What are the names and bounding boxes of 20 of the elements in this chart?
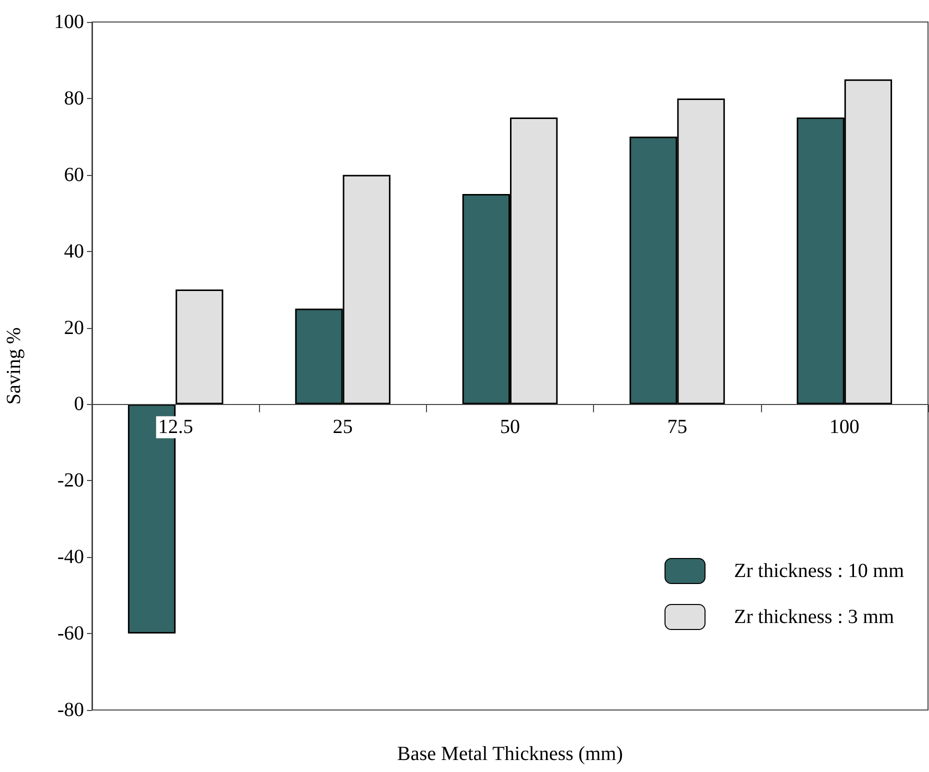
- y-tick-label: -20: [57, 470, 84, 492]
- y-tick-label: 100: [54, 11, 84, 33]
- y-tick-label: 40: [64, 240, 84, 262]
- x-tick-label: 12.5: [158, 416, 194, 438]
- x-tick-label: 25: [332, 416, 353, 438]
- x-axis-title: Base Metal Thickness (mm): [397, 743, 623, 766]
- legend-label: Zr thickness : 3 mm: [734, 606, 894, 628]
- y-tick-label: 60: [64, 164, 84, 186]
- y-tick-label: -40: [57, 546, 84, 568]
- bar: [176, 290, 224, 404]
- x-tick-label: 100: [829, 416, 860, 438]
- x-tick-label: 75: [667, 416, 688, 438]
- y-tick-label: 20: [64, 316, 84, 339]
- y-tick-label: 0: [74, 393, 84, 416]
- y-tick-label: -60: [57, 622, 84, 645]
- legend-label: Zr thickness : 10 mm: [734, 560, 904, 582]
- x-tick-label: 50: [500, 416, 520, 438]
- y-axis-title: Saving %: [3, 327, 25, 405]
- y-tick-label: 80: [64, 87, 84, 110]
- y-tick-label: -80: [57, 699, 84, 721]
